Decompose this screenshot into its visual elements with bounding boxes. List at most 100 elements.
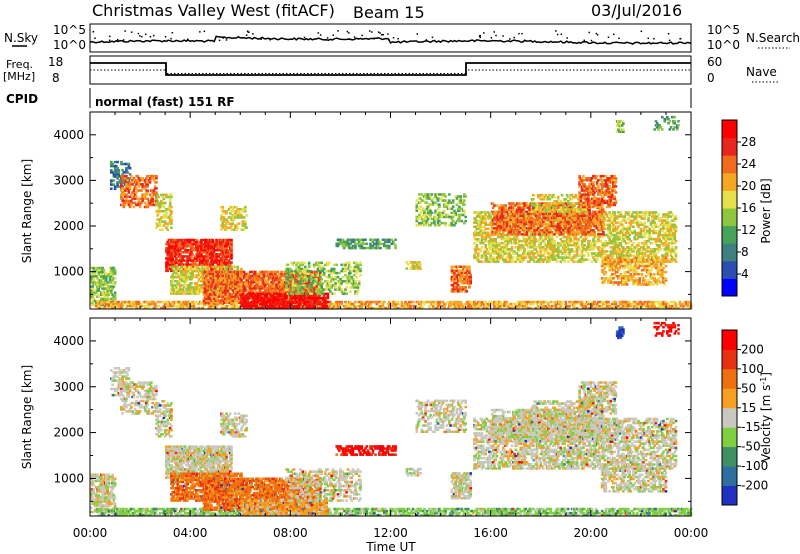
heatmap-cell bbox=[426, 301, 429, 304]
nsky-point bbox=[479, 35, 481, 37]
heatmap-cell bbox=[453, 270, 456, 273]
heatmap-cell bbox=[379, 243, 382, 246]
heatmap-cell bbox=[330, 276, 333, 279]
heatmap-cell bbox=[404, 301, 407, 304]
heatmap-cell bbox=[113, 179, 116, 182]
nsky-point bbox=[668, 33, 670, 35]
heatmap-cell bbox=[394, 245, 397, 248]
heatmap-cell bbox=[464, 286, 467, 289]
beam-title: Beam 15 bbox=[353, 3, 425, 22]
heatmap-cell bbox=[159, 210, 162, 213]
heatmap-cell bbox=[212, 239, 215, 242]
nsky-point bbox=[223, 37, 225, 39]
heatmap-cell bbox=[223, 305, 226, 308]
nsky-point bbox=[566, 37, 568, 39]
nsky-point bbox=[591, 40, 593, 42]
heatmap-cell bbox=[305, 292, 308, 295]
heatmap-cell bbox=[299, 276, 302, 279]
nsky-point bbox=[361, 35, 363, 37]
heatmap-cell bbox=[325, 276, 328, 279]
heatmap-cell bbox=[140, 303, 143, 306]
heatmap-cell bbox=[114, 185, 117, 188]
heatmap-cell bbox=[116, 161, 119, 164]
heatmap-cell bbox=[176, 288, 179, 291]
heatmap-cell bbox=[133, 206, 136, 209]
nsky-point bbox=[387, 33, 389, 35]
heatmap-cell bbox=[287, 278, 290, 281]
figure: Christmas Valley West (fitACF) Beam 15 0… bbox=[0, 0, 800, 554]
nsearch-tick-bottom: 10^0 bbox=[707, 38, 740, 52]
heatmap-cell bbox=[245, 214, 248, 217]
heatmap-cell bbox=[338, 301, 341, 304]
heatmap-cell bbox=[418, 193, 421, 196]
heatmap-cell bbox=[159, 301, 162, 304]
nsky-point bbox=[393, 37, 395, 39]
heatmap-cell bbox=[419, 267, 422, 270]
nsky-point bbox=[613, 34, 615, 36]
heatmap-cell bbox=[328, 262, 331, 265]
heatmap-cell bbox=[225, 271, 228, 274]
heatmap-cell bbox=[359, 262, 362, 265]
heatmap-cell bbox=[349, 290, 352, 293]
nsky-point bbox=[561, 34, 563, 36]
nsky-point bbox=[597, 34, 599, 36]
heatmap-cell bbox=[288, 274, 291, 277]
heatmap-cell bbox=[652, 301, 655, 304]
heatmap-cell bbox=[170, 206, 173, 209]
heatmap-cell bbox=[355, 301, 358, 304]
heatmap-cell bbox=[155, 305, 158, 308]
heatmap-cell bbox=[183, 259, 186, 262]
heatmap-cell bbox=[206, 266, 209, 269]
heatmap-cell bbox=[317, 282, 320, 285]
nsky-label: N.Sky bbox=[4, 31, 38, 45]
heatmap-cell bbox=[294, 284, 297, 287]
heatmap-cell bbox=[320, 278, 323, 281]
nsky-point bbox=[589, 32, 591, 34]
heatmap-cell bbox=[232, 206, 235, 209]
heatmap-cell bbox=[334, 282, 337, 285]
heatmap-cell bbox=[163, 206, 166, 209]
nave-tick-bottom: 0 bbox=[707, 71, 715, 85]
heatmap-cell bbox=[369, 239, 372, 242]
heatmap-cell bbox=[357, 264, 360, 267]
heatmap-cell bbox=[230, 239, 233, 242]
heatmap-cell bbox=[342, 276, 345, 279]
nsky-point bbox=[172, 32, 174, 34]
heatmap-cell bbox=[240, 268, 243, 271]
freq-unit: [MHz] bbox=[3, 70, 35, 83]
heatmap-cell bbox=[114, 277, 117, 280]
nsky-point bbox=[226, 39, 228, 41]
heatmap-cell bbox=[337, 276, 340, 279]
nsky-point bbox=[94, 38, 96, 40]
heatmap-cell bbox=[312, 274, 315, 277]
heatmap-cell bbox=[299, 280, 302, 283]
nsky-point bbox=[252, 33, 254, 35]
heatmap-cell bbox=[459, 266, 462, 269]
heatmap-cell bbox=[463, 266, 466, 269]
heatmap-cell bbox=[195, 301, 198, 304]
nsky-point bbox=[281, 37, 283, 39]
heatmap-cell bbox=[141, 177, 144, 180]
heatmap-cell bbox=[607, 301, 610, 304]
heatmap-cell bbox=[335, 264, 338, 267]
nsky-point bbox=[494, 31, 496, 33]
heatmap-cell bbox=[359, 274, 362, 277]
heatmap-cell bbox=[176, 239, 179, 242]
heatmap-cell bbox=[320, 262, 323, 265]
heatmap-cell bbox=[225, 266, 228, 269]
heatmap-cell bbox=[114, 161, 117, 164]
heatmap-cell bbox=[131, 202, 134, 205]
nsky-point bbox=[443, 40, 445, 42]
nsky-panel: N.Sky 10^5 10^0 10^5 10^0 N.Search bbox=[4, 23, 800, 52]
heatmap-cell bbox=[515, 303, 518, 306]
nsky-point bbox=[641, 31, 643, 33]
heatmap-cell bbox=[238, 222, 241, 225]
freq-panel: Freq. [MHz] 18 8 60 0 Nave bbox=[3, 55, 780, 85]
nsky-point bbox=[109, 36, 111, 38]
heatmap-cell bbox=[126, 171, 129, 174]
heatmap-cell bbox=[416, 199, 419, 202]
heatmap-cell bbox=[254, 271, 257, 274]
heatmap-cell bbox=[307, 284, 310, 287]
nsky-point bbox=[123, 39, 125, 41]
nsky-point bbox=[584, 40, 586, 42]
